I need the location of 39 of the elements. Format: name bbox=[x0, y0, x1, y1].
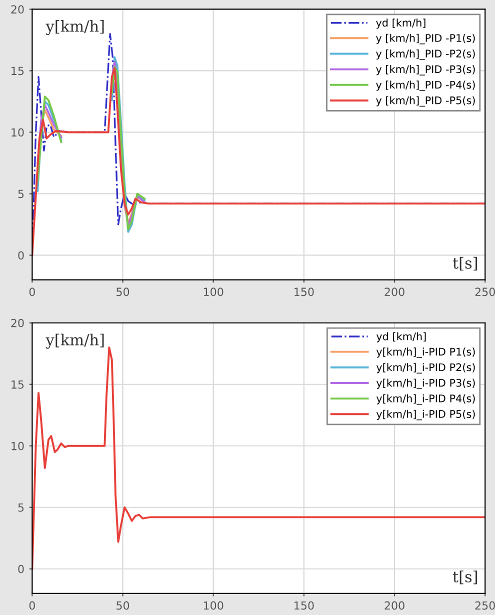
y-axis-title: y[km/h] bbox=[46, 20, 104, 36]
y-tick-label: 10 bbox=[12, 442, 24, 450]
legend-label: y[km/h]_i-PID P2(s) bbox=[376, 363, 475, 374]
legend-label: y [km/h]_PID -P5(s) bbox=[376, 96, 475, 107]
x-tick-label: 100 bbox=[204, 601, 224, 610]
y-tick-label: 5 bbox=[18, 190, 24, 198]
x-tick-label: 150 bbox=[294, 601, 314, 610]
x-tick-label: 0 bbox=[29, 601, 35, 610]
x-tick-label: 200 bbox=[384, 601, 404, 610]
legend-label: y [km/h]_PID -P3(s) bbox=[376, 65, 475, 76]
legend-label: y[km/h]_i-PID P5(s) bbox=[376, 410, 475, 420]
x-tick-label: 200 bbox=[384, 288, 404, 296]
x-tick-label: 50 bbox=[116, 601, 130, 610]
x-tick-label: 100 bbox=[204, 288, 224, 296]
y-tick-label: 0 bbox=[18, 251, 24, 260]
y-tick-label: 15 bbox=[12, 380, 24, 389]
line-series bbox=[32, 67, 486, 256]
x-tick-label: 50 bbox=[116, 288, 130, 296]
x-tick-label: 250 bbox=[475, 601, 495, 610]
legend-label: y[km/h]_i-PID P1(s) bbox=[376, 348, 475, 358]
x-axis-title: t[s] bbox=[452, 570, 477, 584]
y-tick-label: 20 bbox=[11, 5, 24, 14]
y-axis-title: y[km/h] bbox=[46, 334, 104, 349]
legend-label: y [km/h]_PID -P4(s) bbox=[376, 80, 475, 91]
x-axis-title: t[s] bbox=[452, 256, 477, 271]
legend-label: yd [km/h] bbox=[376, 332, 426, 342]
legend-label: y [km/h]_PID -P2(s) bbox=[376, 49, 475, 60]
y-tick-label: 10 bbox=[12, 128, 24, 137]
x-tick-label: 0 bbox=[29, 288, 35, 296]
y-tick-label: 15 bbox=[12, 66, 24, 76]
y-tick-label: 20 bbox=[11, 318, 24, 328]
legend-label: y[km/h]_i-PID P4(s) bbox=[376, 394, 475, 405]
x-tick-label: 250 bbox=[475, 288, 495, 296]
legend-label: y [km/h]_PID -P1(s) bbox=[376, 34, 475, 44]
x-tick-label: 150 bbox=[294, 288, 314, 296]
legend-label: y[km/h]_i-PID P3(s) bbox=[376, 378, 475, 390]
y-tick-label: 0 bbox=[18, 564, 24, 574]
legend-label: yd [km/h] bbox=[376, 18, 426, 29]
y-tick-label: 5 bbox=[18, 503, 24, 512]
